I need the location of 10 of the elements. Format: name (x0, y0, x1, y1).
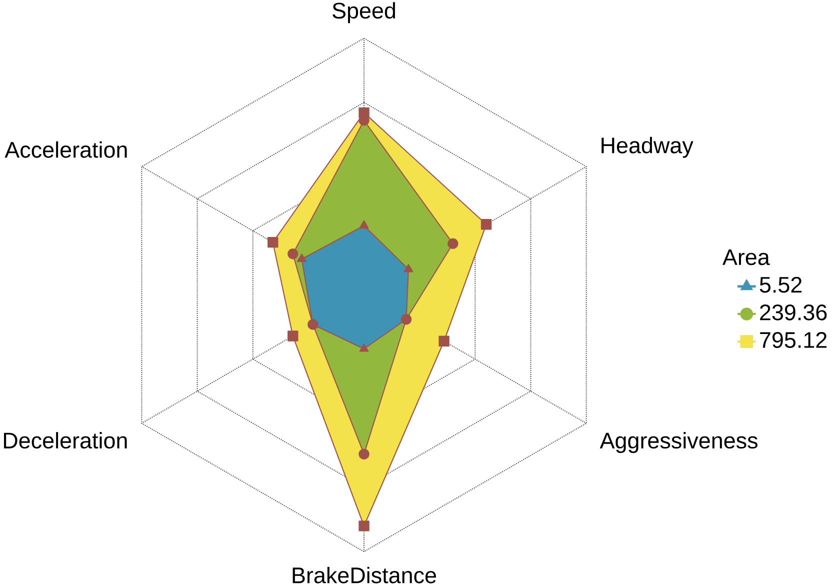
spoke-label: Deceleration (4, 432, 127, 448)
spoke-label: Acceleration (4, 141, 127, 158)
legend-label: 239.36 (760, 304, 827, 320)
spoke-label: Aggressiveness (600, 432, 758, 453)
legend-label: 5.52 (760, 276, 802, 293)
spoke-label: Speed (332, 2, 396, 23)
spoke-label: BrakeDistance (292, 566, 436, 584)
legend-label: 795.12 (760, 332, 827, 348)
legend-title: Area (722, 249, 770, 265)
spoke-label: Headway (602, 136, 694, 158)
